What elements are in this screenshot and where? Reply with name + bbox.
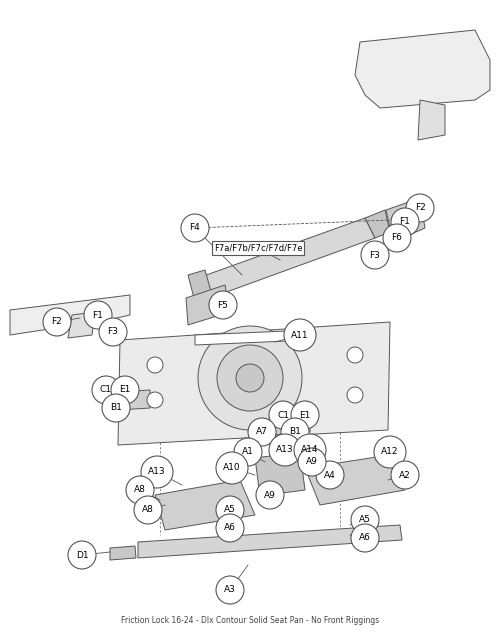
- Text: F2: F2: [414, 203, 426, 213]
- Circle shape: [248, 418, 276, 446]
- Text: F1: F1: [92, 311, 104, 320]
- Text: A6: A6: [224, 523, 236, 532]
- Text: A2: A2: [399, 470, 411, 480]
- Circle shape: [92, 376, 120, 404]
- Circle shape: [216, 576, 244, 604]
- Polygon shape: [355, 30, 490, 108]
- Circle shape: [383, 224, 411, 252]
- Text: C1: C1: [100, 385, 112, 394]
- Polygon shape: [118, 390, 150, 410]
- Text: Friction Lock 16-24 - Dlx Contour Solid Seat Pan - No Front Riggings: Friction Lock 16-24 - Dlx Contour Solid …: [121, 616, 379, 625]
- Text: A6: A6: [359, 534, 371, 542]
- Polygon shape: [270, 412, 310, 435]
- Text: F6: F6: [392, 234, 402, 242]
- Circle shape: [147, 357, 163, 373]
- Circle shape: [84, 301, 112, 329]
- Text: F5: F5: [218, 301, 228, 310]
- Polygon shape: [198, 218, 375, 298]
- Circle shape: [236, 364, 264, 392]
- Text: F7a/F7b/F7c/F7d/F7e: F7a/F7b/F7c/F7d/F7e: [214, 244, 302, 253]
- Text: D1: D1: [76, 551, 88, 560]
- Circle shape: [126, 476, 154, 504]
- Circle shape: [181, 214, 209, 242]
- Circle shape: [216, 452, 248, 484]
- Text: A1: A1: [242, 448, 254, 456]
- Circle shape: [99, 318, 127, 346]
- Text: A7: A7: [256, 427, 268, 437]
- Text: A13: A13: [148, 468, 166, 477]
- Text: A13: A13: [276, 446, 294, 454]
- Circle shape: [351, 506, 379, 534]
- Text: A4: A4: [324, 470, 336, 480]
- Text: A5: A5: [224, 506, 236, 515]
- Circle shape: [209, 291, 237, 319]
- Circle shape: [316, 461, 344, 489]
- Polygon shape: [195, 330, 310, 345]
- Polygon shape: [155, 480, 255, 530]
- Circle shape: [347, 387, 363, 403]
- Circle shape: [198, 326, 302, 430]
- Circle shape: [269, 434, 301, 466]
- Polygon shape: [365, 210, 390, 238]
- Text: F1: F1: [400, 218, 410, 227]
- Circle shape: [284, 319, 316, 351]
- Circle shape: [102, 394, 130, 422]
- Circle shape: [256, 481, 284, 509]
- Polygon shape: [10, 295, 130, 335]
- Circle shape: [406, 194, 434, 222]
- Circle shape: [216, 514, 244, 542]
- Circle shape: [298, 448, 326, 476]
- Text: F3: F3: [370, 251, 380, 260]
- Text: E1: E1: [120, 385, 130, 394]
- Text: A12: A12: [382, 448, 399, 456]
- Circle shape: [347, 347, 363, 363]
- Polygon shape: [255, 452, 305, 496]
- Text: B1: B1: [289, 427, 301, 437]
- Circle shape: [351, 524, 379, 552]
- Circle shape: [43, 308, 71, 336]
- Text: E1: E1: [300, 410, 310, 420]
- Text: F3: F3: [108, 327, 118, 337]
- Text: A3: A3: [224, 586, 236, 594]
- Circle shape: [147, 392, 163, 408]
- Text: A11: A11: [291, 330, 309, 339]
- Circle shape: [294, 434, 326, 466]
- Circle shape: [111, 376, 139, 404]
- Circle shape: [374, 436, 406, 468]
- Circle shape: [141, 456, 173, 488]
- Circle shape: [217, 345, 283, 411]
- Text: F2: F2: [52, 318, 62, 327]
- Text: F4: F4: [190, 223, 200, 232]
- Circle shape: [291, 401, 319, 429]
- Polygon shape: [418, 100, 445, 140]
- Polygon shape: [68, 312, 95, 338]
- Text: A8: A8: [142, 506, 154, 515]
- Circle shape: [361, 241, 389, 269]
- Circle shape: [391, 461, 419, 489]
- Text: A14: A14: [301, 446, 319, 454]
- Circle shape: [234, 438, 262, 466]
- Polygon shape: [186, 285, 230, 325]
- Circle shape: [391, 208, 419, 236]
- Polygon shape: [386, 198, 425, 242]
- Text: A9: A9: [264, 491, 276, 499]
- Circle shape: [281, 418, 309, 446]
- Text: A9: A9: [306, 458, 318, 467]
- Circle shape: [269, 401, 297, 429]
- Circle shape: [68, 541, 96, 569]
- Text: C1: C1: [277, 410, 289, 420]
- Polygon shape: [118, 322, 390, 445]
- Circle shape: [134, 496, 162, 524]
- Polygon shape: [110, 546, 136, 560]
- Polygon shape: [188, 270, 212, 302]
- Text: B1: B1: [110, 403, 122, 413]
- Polygon shape: [305, 455, 405, 505]
- Text: A5: A5: [359, 515, 371, 525]
- Polygon shape: [138, 525, 402, 558]
- Circle shape: [216, 496, 244, 524]
- Text: A8: A8: [134, 486, 146, 494]
- Text: A10: A10: [223, 463, 241, 472]
